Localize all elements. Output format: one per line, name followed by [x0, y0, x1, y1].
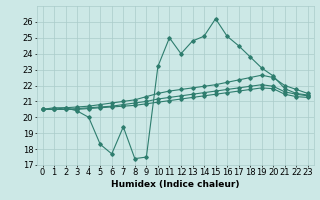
X-axis label: Humidex (Indice chaleur): Humidex (Indice chaleur)	[111, 180, 239, 189]
